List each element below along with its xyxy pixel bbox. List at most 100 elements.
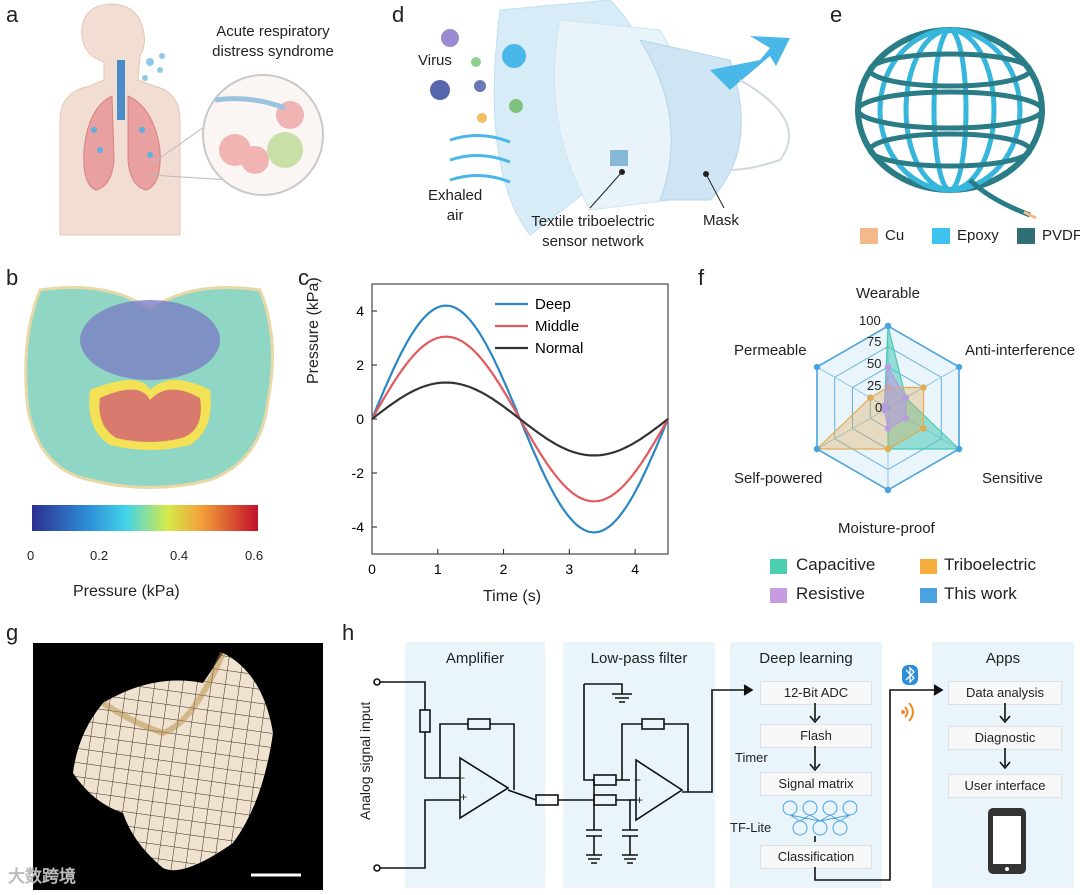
ards-label-line2: distress syndrome	[212, 43, 334, 60]
mask-label: Mask	[703, 212, 739, 229]
radar-point-this-work	[884, 322, 892, 330]
radar-axis-moisture-proof: Moisture-proof	[838, 520, 935, 537]
series-resistor	[535, 794, 559, 806]
radar-spoke	[816, 366, 889, 409]
panel-letter-a: a	[6, 2, 19, 27]
panel-letter-d: d	[392, 2, 405, 27]
x-tick-label: 1	[434, 561, 442, 577]
panel-letter-e: e	[830, 2, 843, 27]
watermark: 大数跨境	[8, 867, 76, 886]
wireless-signal-icon	[904, 702, 914, 722]
feedback-resistor-2	[641, 718, 665, 730]
radar-point-this-work	[955, 363, 963, 371]
radar-point-this-work	[813, 363, 821, 371]
radar-area-this-work	[816, 325, 960, 491]
sensor-network-label: Textile triboelectric sensor network	[508, 212, 678, 252]
radar-tick-100: 100	[859, 313, 881, 328]
series-line-normal	[371, 381, 669, 457]
radar-chart	[813, 322, 963, 494]
colorbar	[32, 505, 258, 531]
legend-this-work: This work	[944, 584, 1017, 603]
radar-point-this-work	[884, 486, 892, 494]
radar-axis-self-powered: Self-powered	[734, 470, 823, 487]
amp2-minus: −	[634, 773, 642, 787]
cu-label: Cu	[885, 227, 905, 244]
radar-point-this-work	[955, 445, 963, 453]
virus-label: Virus	[418, 52, 452, 69]
cbar-tick-0: 0	[27, 548, 35, 563]
cbar-tick-0.6: 0.6	[245, 548, 264, 563]
legend-swatch-triboelectric	[920, 559, 937, 574]
radar-point-resistive	[881, 402, 888, 410]
radar-tick-25: 25	[867, 378, 882, 393]
feedback-resistor-1	[467, 718, 491, 730]
textile-photo	[33, 643, 323, 890]
panel-e-legend: Cu Epoxy PVDF	[860, 225, 1080, 247]
legend-swatch-capacitive	[770, 559, 787, 574]
pvdf-label: PVDF	[1042, 227, 1080, 244]
radar-point-this-work	[813, 445, 821, 453]
panel-letter-g: g	[6, 620, 19, 645]
legend-swatch-this-work	[920, 588, 937, 603]
exhaled-line1: Exhaled	[428, 187, 483, 204]
panel-letter-h: h	[342, 620, 355, 645]
radar-legend: Capacitive Triboelectric Resistive This …	[770, 555, 1070, 611]
radar-point-triboelectric	[884, 445, 892, 453]
radar-tick-0: 0	[875, 400, 883, 415]
radar-axis-permeable: Permeable	[734, 342, 807, 359]
sensor-line2: sensor network	[542, 233, 644, 250]
input-terminal-bottom	[373, 864, 381, 872]
panel-a-illustration	[59, 3, 324, 236]
panel-letter-c: c	[298, 265, 309, 290]
panel-letter-b: b	[6, 265, 19, 290]
radar-point-resistive	[884, 363, 892, 371]
panel-e-sphere	[855, 27, 1045, 220]
amplifier-2	[635, 758, 684, 822]
amp-plus: +	[460, 790, 468, 804]
y-tick-label: 0	[356, 411, 364, 427]
radar-point-resistive	[884, 425, 892, 432]
panel-h-wiring	[373, 665, 1026, 881]
y-tick-label: 2	[356, 357, 364, 373]
lpf-resistor-1	[593, 774, 617, 786]
pvdf-swatch	[1017, 228, 1035, 244]
ards-label-line1: Acute respiratory	[216, 23, 330, 40]
x-axis-title: Time (s)	[483, 588, 542, 605]
panel-d-illustration	[430, 0, 790, 236]
x-tick-label: 2	[500, 561, 508, 577]
epoxy-label: Epoxy	[957, 227, 999, 244]
amp2-plus: +	[636, 793, 644, 807]
radar-point-triboelectric	[920, 384, 927, 391]
x-tick-label: 3	[565, 561, 573, 577]
x-tick-label: 4	[631, 561, 639, 577]
exhaled-air-label: Exhaled air	[428, 186, 482, 226]
legend-resistive: Resistive	[796, 584, 865, 603]
panel-letter-f: f	[698, 265, 705, 290]
amplifier-1	[459, 756, 510, 820]
lpf-resistor-2	[593, 794, 617, 806]
ards-label: Acute respiratory distress syndrome	[198, 22, 348, 62]
sensor-line1: Textile triboelectric	[531, 213, 655, 230]
textile-shape	[73, 651, 301, 877]
amp-minus: −	[458, 771, 466, 785]
legend-label-middle: Middle	[535, 318, 579, 335]
pressure-chart: 0 1 2 3 4 4 2 0 -2 -4 Deep Middle Normal	[352, 283, 670, 577]
x-tick-label: 0	[368, 561, 376, 577]
radar-point-resistive	[902, 394, 909, 401]
legend-capacitive: Capacitive	[796, 555, 876, 574]
cbar-tick-0.2: 0.2	[90, 548, 109, 563]
epoxy-swatch	[932, 228, 950, 244]
legend-label-deep: Deep	[535, 296, 571, 313]
y-tick-label: 4	[356, 303, 364, 319]
legend-swatch-resistive	[770, 588, 787, 603]
radar-tick-50: 50	[867, 356, 882, 371]
radar-axis-wearable: Wearable	[856, 285, 920, 302]
input-resistor	[419, 709, 431, 733]
y-axis-title: Pressure (kPa)	[305, 277, 322, 384]
exhaled-line2: air	[446, 207, 464, 224]
radar-spoke	[816, 407, 889, 450]
cu-swatch	[860, 228, 878, 244]
colorbar-label: Pressure (kPa)	[73, 583, 180, 600]
legend-triboelectric: Triboelectric	[944, 555, 1036, 574]
radar-axis-anti-interference: Anti-interference	[965, 342, 1076, 359]
